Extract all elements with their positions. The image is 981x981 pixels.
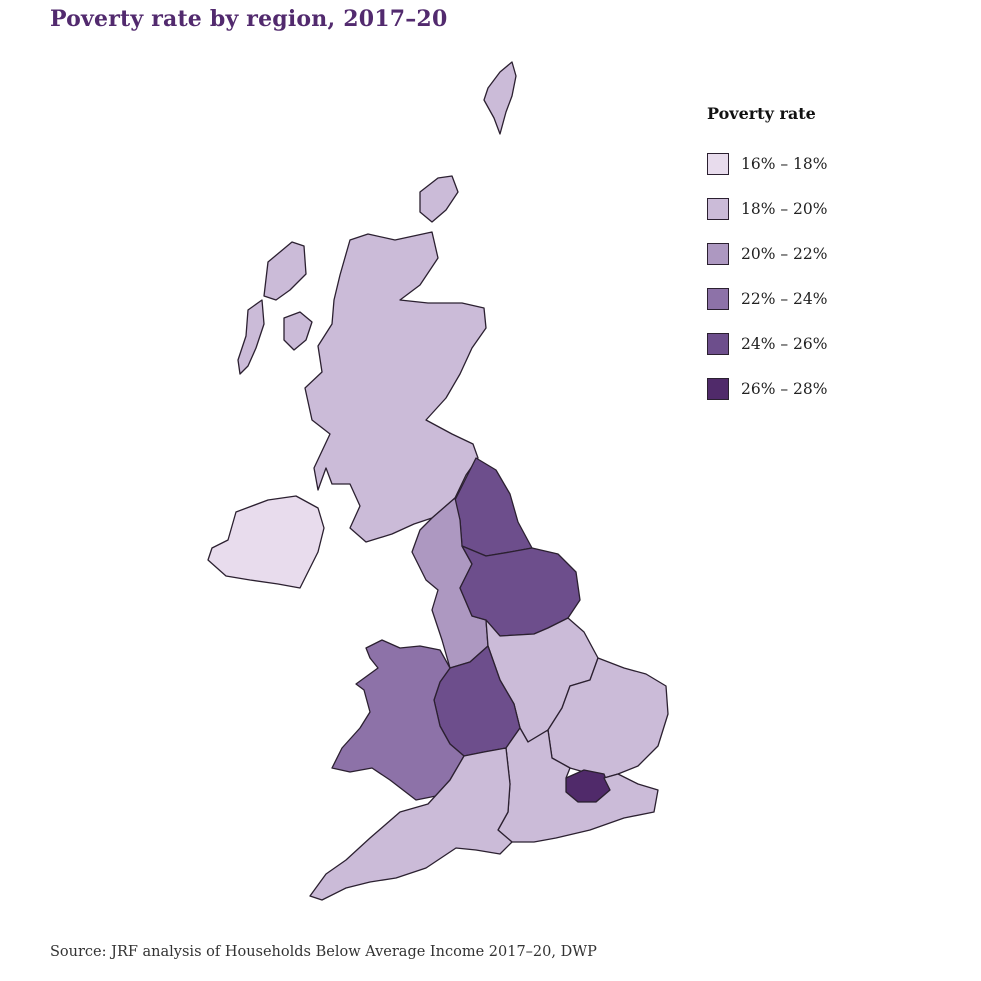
source-note: Source: JRF analysis of Households Below… bbox=[50, 944, 597, 960]
region-scotland-orkney bbox=[419, 175, 459, 223]
legend-item: 24% – 26% bbox=[707, 321, 947, 366]
legend-label: 22% – 24% bbox=[741, 289, 828, 308]
legend-title: Poverty rate bbox=[707, 104, 816, 123]
legend-swatch bbox=[707, 287, 729, 310]
legend-label: 26% – 28% bbox=[741, 379, 828, 398]
legend-swatch bbox=[707, 242, 729, 265]
legend: Poverty rate 16% – 18% 18% – 20% 20% – 2… bbox=[707, 104, 947, 411]
region-northern-ireland[interactable] bbox=[207, 495, 325, 589]
legend-item: 18% – 20% bbox=[707, 186, 947, 231]
legend-item: 26% – 28% bbox=[707, 366, 947, 411]
legend-swatch bbox=[707, 152, 729, 175]
legend-swatch bbox=[707, 332, 729, 355]
legend-item: 22% – 24% bbox=[707, 276, 947, 321]
legend-item: 16% – 18% bbox=[707, 141, 947, 186]
map-title: Poverty rate by region, 2017–20 bbox=[50, 6, 448, 32]
region-wales[interactable] bbox=[331, 639, 465, 801]
legend-label: 16% – 18% bbox=[741, 154, 828, 173]
region-scotland-skye bbox=[283, 311, 313, 351]
region-south-west[interactable] bbox=[309, 747, 513, 901]
region-scotland-islands-2 bbox=[237, 299, 265, 375]
legend-swatch bbox=[707, 377, 729, 400]
legend-label: 18% – 20% bbox=[741, 199, 828, 218]
legend-label: 24% – 26% bbox=[741, 334, 828, 353]
legend-label: 20% – 22% bbox=[741, 244, 828, 263]
region-scotland-shetland bbox=[483, 61, 517, 135]
legend-item: 20% – 22% bbox=[707, 231, 947, 276]
legend-swatch bbox=[707, 197, 729, 220]
region-scotland-islands bbox=[263, 241, 307, 301]
